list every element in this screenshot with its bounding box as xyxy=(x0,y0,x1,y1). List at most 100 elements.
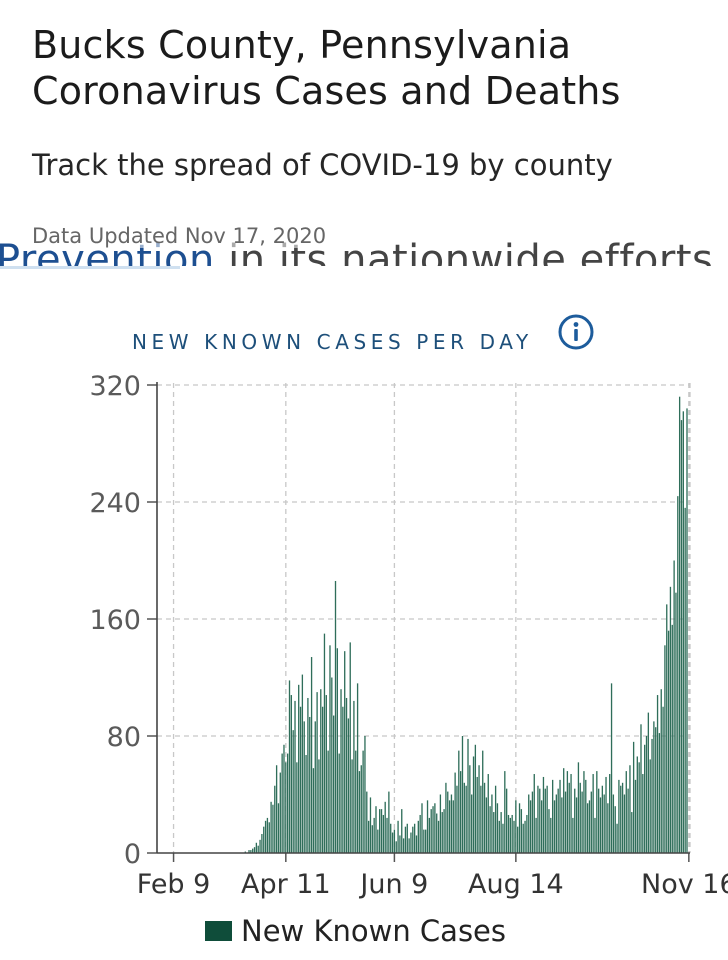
bar xyxy=(344,651,346,853)
bar xyxy=(505,788,508,853)
bar xyxy=(377,829,379,853)
bar xyxy=(402,838,405,853)
bar xyxy=(599,797,602,853)
bar xyxy=(605,776,607,853)
bar xyxy=(397,820,399,853)
bar xyxy=(590,791,592,853)
x-tick-label: Feb 9 xyxy=(137,869,211,900)
bar xyxy=(281,753,283,853)
bar xyxy=(285,762,287,853)
bar xyxy=(474,744,477,853)
bar xyxy=(463,782,465,853)
bar xyxy=(355,750,357,853)
bar xyxy=(592,774,594,853)
bar xyxy=(432,806,434,853)
bar xyxy=(263,826,265,853)
bar xyxy=(539,788,541,853)
bar xyxy=(651,738,653,853)
bar xyxy=(459,771,462,853)
bar xyxy=(483,782,486,853)
bar xyxy=(662,706,664,853)
bar xyxy=(494,785,497,853)
bar xyxy=(585,779,587,853)
bar xyxy=(616,823,618,853)
bar xyxy=(518,803,521,853)
bar xyxy=(660,689,662,853)
bar xyxy=(261,833,263,853)
bar xyxy=(410,832,412,853)
bar xyxy=(391,832,394,853)
bar xyxy=(257,845,259,853)
y-tick-label: 320 xyxy=(89,371,141,402)
bar xyxy=(564,791,567,853)
bar xyxy=(482,750,484,853)
bar xyxy=(336,648,339,853)
bar xyxy=(572,817,574,853)
bar xyxy=(664,645,666,853)
bar xyxy=(535,817,537,853)
bar xyxy=(480,785,482,853)
bar xyxy=(298,684,300,853)
bar xyxy=(277,803,280,853)
bar xyxy=(250,850,252,853)
bar xyxy=(272,804,274,853)
bar xyxy=(638,762,640,853)
x-tick-label: Apr 11 xyxy=(241,869,331,900)
bar xyxy=(557,788,559,853)
bar xyxy=(294,700,296,853)
bar xyxy=(621,782,624,853)
bar xyxy=(452,800,454,853)
bar xyxy=(555,794,558,853)
bar xyxy=(423,829,425,853)
bar xyxy=(640,724,642,853)
page-title: Bucks County, Pennsylvania Coronavirus C… xyxy=(32,22,621,114)
bar xyxy=(286,753,289,853)
bar xyxy=(465,785,467,853)
legend-swatch xyxy=(205,921,232,941)
bar xyxy=(375,806,377,853)
bar xyxy=(408,838,410,853)
bar xyxy=(500,812,502,853)
bar xyxy=(511,814,513,853)
bar xyxy=(575,797,578,853)
bar xyxy=(345,697,348,853)
bar xyxy=(669,586,672,853)
bar xyxy=(351,759,353,853)
bar xyxy=(653,721,655,853)
bar xyxy=(655,727,657,853)
y-tick-label: 80 xyxy=(107,722,141,753)
bar xyxy=(437,820,440,853)
bar xyxy=(631,812,633,853)
bar xyxy=(318,759,320,853)
x-tick-label: Jun 9 xyxy=(358,869,428,900)
bar xyxy=(417,820,419,853)
bar xyxy=(658,733,661,853)
bar xyxy=(439,794,442,853)
bar xyxy=(568,782,570,853)
bar xyxy=(675,592,677,853)
info-circle-icon[interactable] xyxy=(556,312,596,352)
bar xyxy=(299,706,302,853)
bar xyxy=(520,809,523,853)
bar xyxy=(358,771,361,853)
bar xyxy=(310,657,313,853)
bar xyxy=(436,813,438,853)
bar xyxy=(632,741,635,853)
bar xyxy=(441,812,443,853)
bar xyxy=(314,721,316,853)
bar xyxy=(526,814,528,853)
bar xyxy=(485,797,488,853)
y-tick-label: 160 xyxy=(89,605,141,636)
bar xyxy=(320,689,322,853)
bar xyxy=(445,782,447,853)
bar xyxy=(369,797,372,853)
bar xyxy=(537,785,539,853)
bar xyxy=(384,801,386,853)
bar xyxy=(566,771,569,853)
bar xyxy=(301,674,304,853)
bar xyxy=(570,774,572,853)
bar xyxy=(478,765,480,853)
bar xyxy=(625,771,627,853)
bar xyxy=(528,794,530,853)
bar xyxy=(461,736,464,853)
